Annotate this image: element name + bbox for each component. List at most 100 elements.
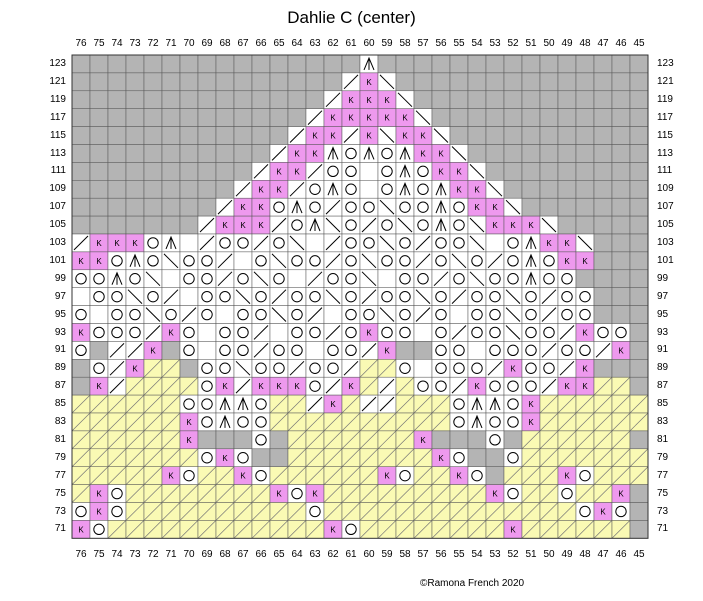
hatch-line: [395, 412, 415, 432]
chart-cell: [89, 323, 109, 342]
chart-cell: [557, 215, 577, 235]
chart-cell: [251, 305, 271, 324]
chart-cell: [197, 251, 217, 271]
chart-cell: [395, 144, 415, 163]
hatch-line: [323, 448, 343, 467]
right-decrease-symbol: [451, 378, 467, 394]
chart-cell: [449, 108, 469, 127]
chart-cell: [71, 466, 91, 485]
chart-cell: [539, 376, 559, 396]
chart-cell: [215, 341, 235, 360]
chart-cell: [359, 197, 379, 217]
chart-cell: [449, 412, 469, 432]
hatch-line: [341, 430, 361, 450]
chart-cell: [521, 305, 541, 324]
yarn-over-symbol: [399, 273, 411, 285]
chart-cell: [539, 287, 559, 306]
chart-cell: [71, 448, 91, 467]
row-label-right: 87: [657, 380, 669, 392]
row-label-left: 101: [49, 254, 66, 266]
row-label-right: 83: [657, 416, 669, 427]
chart-cell: [197, 180, 217, 199]
chart-cell: [107, 520, 127, 539]
knit-symbol: K: [564, 382, 570, 391]
chart-cell: [323, 269, 343, 288]
hatch-line: [611, 448, 631, 467]
right-decrease-symbol: [235, 378, 251, 394]
right-decrease-symbol: [325, 92, 341, 108]
row-label-right: 103: [657, 237, 674, 248]
chart-cell: [197, 341, 217, 360]
double-decrease-symbol: [111, 271, 123, 285]
chart-cell: [107, 269, 127, 288]
column-label-bottom: 76: [75, 549, 87, 560]
chart-cell: [161, 305, 181, 324]
chart-cell: [485, 376, 505, 396]
chart-cell: [305, 359, 325, 378]
chart-cell: [575, 126, 595, 145]
chart-cell: [395, 90, 415, 109]
left-decrease-symbol: [163, 253, 179, 269]
chart-cell: K: [287, 376, 307, 396]
chart-cell: [161, 520, 181, 539]
chart-cell: [449, 448, 469, 467]
chart-cell: [485, 54, 505, 74]
yarn-over-symbol: [345, 273, 357, 285]
knit-symbol: K: [564, 239, 570, 248]
chart-cell: [485, 412, 505, 432]
chart-cell: [395, 305, 415, 324]
column-label-bottom: 61: [345, 549, 357, 560]
chart-cell: [125, 376, 145, 396]
yarn-over-symbol: [543, 326, 555, 339]
knit-symbol: K: [312, 490, 318, 499]
chart-cell: [395, 502, 415, 521]
yarn-over-symbol: [489, 434, 501, 446]
chart-cell: [179, 323, 199, 342]
chart-cell: K: [161, 323, 181, 342]
row-label-right: 117: [657, 111, 673, 123]
yarn-over-symbol: [255, 362, 267, 374]
chart-cell: [611, 269, 631, 288]
chart-cell: K: [359, 108, 379, 127]
chart-cell: [305, 341, 325, 360]
chart-cell: [611, 180, 631, 199]
chart-cell: [305, 90, 325, 109]
hatch-line: [233, 502, 253, 521]
chart-cell: [287, 180, 307, 199]
chart-cell: [557, 108, 577, 127]
chart-cell: [197, 430, 217, 450]
chart-cell: [449, 394, 469, 414]
chart-cell: K: [539, 233, 559, 253]
knit-symbol: K: [528, 418, 534, 427]
chart-cell: [539, 305, 559, 324]
chart-cell: [557, 430, 577, 450]
yarn-over-symbol: [471, 362, 483, 374]
left-decrease-symbol: [415, 289, 431, 304]
chart-cell: [521, 359, 541, 378]
hatch-line: [107, 412, 127, 432]
knit-symbol: K: [456, 472, 462, 481]
chart-cell: [413, 484, 433, 503]
chart-cell: [575, 269, 595, 288]
chart-cell: K: [503, 359, 523, 378]
chart-cell: [233, 376, 253, 396]
chart-cell: [575, 448, 595, 467]
chart-cell: K: [377, 108, 397, 127]
chart-cell: [251, 448, 271, 467]
chart-cell: [611, 502, 631, 521]
chart-cell: [395, 394, 415, 414]
yarn-over-symbol: [327, 362, 339, 374]
row-label-right: 85: [657, 398, 669, 410]
yarn-over-symbol: [345, 165, 357, 178]
knit-symbol: K: [186, 436, 192, 445]
chart-cell: K: [449, 162, 469, 181]
chart-cell: K: [89, 233, 109, 253]
chart-cell: [71, 359, 91, 378]
hatch-line: [413, 502, 433, 521]
knit-symbol: K: [510, 525, 516, 534]
chart-cell: [431, 215, 451, 235]
chart-cell: [575, 287, 595, 306]
knit-symbol: K: [510, 364, 516, 373]
chart-cell: [557, 394, 577, 414]
chart-cell: [503, 162, 523, 181]
